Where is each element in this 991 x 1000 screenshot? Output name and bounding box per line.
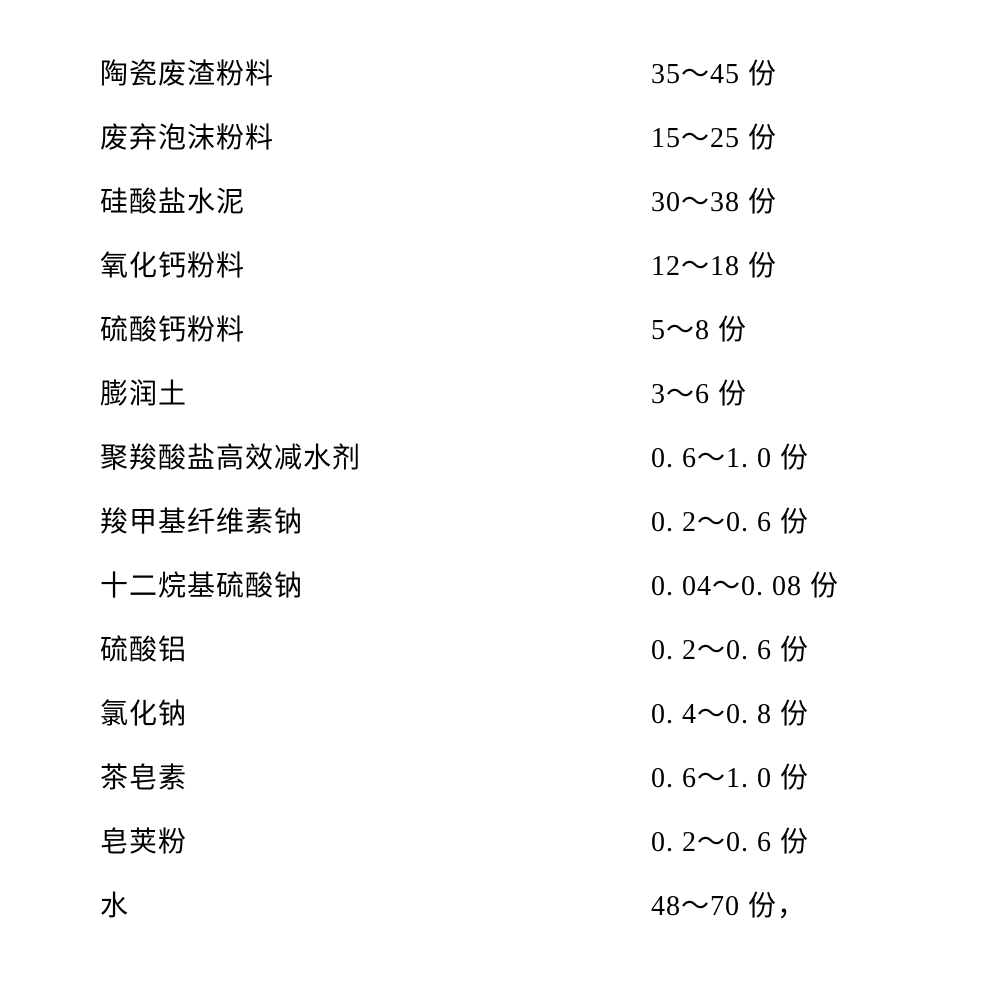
ingredient-amount-label: 5～8 份: [651, 308, 911, 348]
table-row: 十二烷基硫酸钠 0. 04～0. 08 份: [100, 552, 911, 616]
ingredient-name-label: 水: [100, 884, 129, 924]
ingredient-amount-label: 0. 2～0. 6 份: [651, 500, 911, 540]
table-row: 废弃泡沫粉料 15～25 份: [100, 104, 911, 168]
table-row: 聚羧酸盐高效减水剂 0. 6～1. 0 份: [100, 424, 911, 488]
ingredient-amount-label: 3～6 份: [651, 372, 911, 412]
table-row: 氯化钠 0. 4～0. 8 份: [100, 680, 911, 744]
ingredient-amount-label: 48～70 份，: [651, 884, 911, 924]
ingredient-name-label: 硅酸盐水泥: [100, 180, 245, 220]
ingredient-name-label: 硫酸钙粉料: [100, 308, 245, 348]
ingredient-name-label: 茶皂素: [100, 756, 187, 796]
table-row: 硅酸盐水泥 30～38 份: [100, 168, 911, 232]
table-row: 硫酸铝 0. 2～0. 6 份: [100, 616, 911, 680]
ingredient-amount-label: 0. 6～1. 0 份: [651, 756, 911, 796]
ingredient-name-label: 陶瓷废渣粉料: [100, 52, 274, 92]
ingredient-name-label: 膨润土: [100, 372, 187, 412]
ingredient-name-label: 羧甲基纤维素钠: [100, 500, 303, 540]
ingredient-amount-label: 0. 2～0. 6 份: [651, 820, 911, 860]
ingredient-name-label: 废弃泡沫粉料: [100, 116, 274, 156]
ingredient-name-label: 硫酸铝: [100, 628, 187, 668]
ingredient-amount-label: 0. 04～0. 08 份: [651, 564, 911, 604]
ingredient-amount-label: 0. 6～1. 0 份: [651, 436, 911, 476]
ingredient-name-label: 皂荚粉: [100, 820, 187, 860]
ingredient-amount-label: 30～38 份: [651, 180, 911, 220]
table-row: 茶皂素 0. 6～1. 0 份: [100, 744, 911, 808]
table-row: 水 48～70 份，: [100, 872, 911, 936]
ingredient-amount-label: 35～45 份: [651, 52, 911, 92]
table-row: 氧化钙粉料 12～18 份: [100, 232, 911, 296]
ingredient-amount-label: 0. 4～0. 8 份: [651, 692, 911, 732]
table-row: 硫酸钙粉料 5～8 份: [100, 296, 911, 360]
table-row: 皂荚粉 0. 2～0. 6 份: [100, 808, 911, 872]
table-row: 陶瓷废渣粉料 35～45 份: [100, 40, 911, 104]
ingredient-name-label: 氧化钙粉料: [100, 244, 245, 284]
table-row: 膨润土 3～6 份: [100, 360, 911, 424]
ingredient-amount-label: 12～18 份: [651, 244, 911, 284]
ingredient-amount-label: 15～25 份: [651, 116, 911, 156]
ingredient-name-label: 聚羧酸盐高效减水剂: [100, 436, 361, 476]
ingredient-name-label: 氯化钠: [100, 692, 187, 732]
ingredient-name-label: 十二烷基硫酸钠: [100, 564, 303, 604]
table-row: 羧甲基纤维素钠 0. 2～0. 6 份: [100, 488, 911, 552]
ingredient-list: 陶瓷废渣粉料 35～45 份 废弃泡沫粉料 15～25 份 硅酸盐水泥 30～3…: [100, 40, 911, 936]
ingredient-amount-label: 0. 2～0. 6 份: [651, 628, 911, 668]
